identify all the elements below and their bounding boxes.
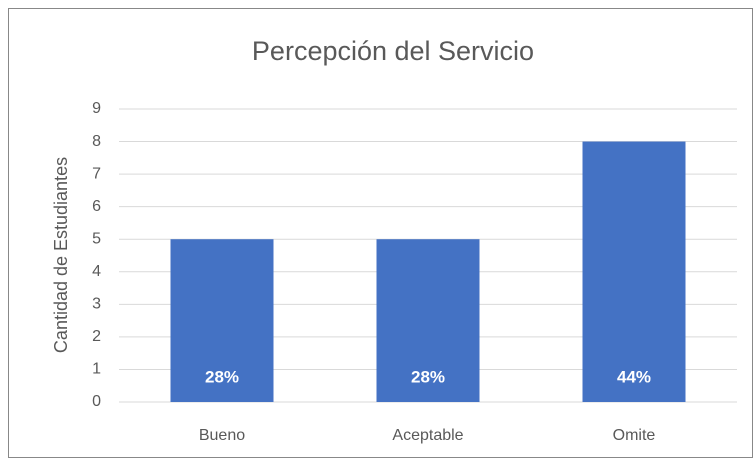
y-tick-label: 0 — [92, 393, 101, 410]
bar — [376, 239, 480, 402]
y-tick-label: 7 — [92, 165, 101, 182]
y-axis-title: Cantidad de Estudiantes — [51, 157, 71, 353]
data-label: 28% — [411, 367, 445, 386]
bar — [582, 141, 686, 403]
y-tick-label: 4 — [92, 263, 101, 280]
y-tick-label: 2 — [92, 328, 101, 345]
x-tick-label: Bueno — [199, 427, 245, 444]
chart-title: Percepción del Servicio — [252, 36, 534, 66]
x-tick-label: Aceptable — [392, 427, 463, 444]
data-label: 44% — [617, 367, 651, 386]
y-tick-label: 8 — [92, 133, 101, 150]
x-tick-label: Omite — [613, 427, 656, 444]
y-tick-label: 6 — [92, 198, 101, 215]
y-tick-label: 5 — [92, 230, 101, 247]
y-tick-label: 3 — [92, 296, 101, 313]
y-tick-label: 1 — [92, 361, 101, 378]
data-label: 28% — [205, 367, 239, 386]
bar — [170, 239, 274, 402]
y-tick-label: 9 — [92, 100, 101, 117]
